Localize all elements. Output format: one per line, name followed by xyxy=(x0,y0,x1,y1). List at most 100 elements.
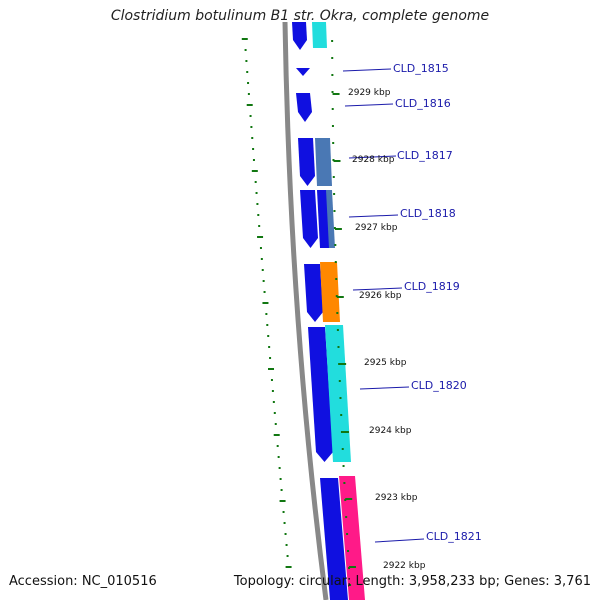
gc-dot xyxy=(285,566,292,568)
gene-small-arrow xyxy=(296,68,310,76)
tick-minor xyxy=(339,397,342,399)
tick-label-2927: 2927 kbp xyxy=(355,223,398,233)
gc-dot xyxy=(256,203,259,205)
tick-label-2929: 2929 kbp xyxy=(348,88,391,98)
tick-minor xyxy=(332,176,335,178)
gc-dot xyxy=(258,225,261,227)
tick-major xyxy=(336,296,344,298)
tick-major xyxy=(339,363,347,365)
tick-minor xyxy=(331,57,334,59)
gc-dot xyxy=(279,500,286,502)
gc-dot xyxy=(252,148,255,150)
tick-minor xyxy=(333,210,336,212)
gc-dot xyxy=(263,291,266,293)
gene-cyan-top xyxy=(312,22,327,48)
topology-text: Topology: circular; Length: 3,958,233 bp… xyxy=(233,574,591,589)
gc-dot xyxy=(262,280,265,282)
gc-dot xyxy=(245,60,248,62)
gc-dot xyxy=(262,302,269,304)
tick-minor xyxy=(336,312,339,314)
gc-dot xyxy=(247,93,250,95)
tick-major xyxy=(333,160,341,162)
gc-dot xyxy=(273,412,276,414)
tick-label-2922: 2922 kbp xyxy=(383,561,426,571)
gc-dot xyxy=(276,445,279,447)
gene-pink xyxy=(339,476,365,600)
tick-minor xyxy=(335,278,338,280)
tick-minor xyxy=(343,482,346,484)
gc-dot xyxy=(284,533,287,535)
tick-minor xyxy=(332,142,335,144)
gc-dot xyxy=(283,522,286,524)
gc-dot xyxy=(280,489,283,491)
gene-features xyxy=(292,22,365,600)
gc-dot xyxy=(266,324,269,326)
gc-dot xyxy=(267,335,270,337)
gene-cyan xyxy=(325,325,351,462)
gc-dot xyxy=(249,115,252,117)
tick-minor xyxy=(349,584,352,586)
gene-cld-1815-arrow xyxy=(292,22,307,50)
gene-label-cld-1815: CLD_1815 xyxy=(393,62,449,75)
gc-dot xyxy=(268,368,275,370)
tick-minor xyxy=(338,380,341,382)
gene-label-line xyxy=(342,68,392,72)
map-title: Clostridium botulinum B1 str. Okra, comp… xyxy=(110,8,490,24)
tick-minor xyxy=(347,550,350,552)
tick-minor xyxy=(336,329,339,331)
gc-dot xyxy=(244,49,247,51)
gc-dot xyxy=(259,247,262,249)
gene-cld-1819-arrow xyxy=(304,264,323,322)
tick-minor xyxy=(335,295,338,297)
gene-steelblue-strip xyxy=(326,190,335,248)
tick-minor xyxy=(345,516,348,518)
gc-dot xyxy=(257,236,264,238)
tick-major xyxy=(334,228,342,230)
gc-dot xyxy=(269,357,272,359)
genome-backbone xyxy=(282,21,329,600)
tick-major xyxy=(348,566,356,568)
tick-label-2926: 2926 kbp xyxy=(359,291,402,301)
gene-cld-1821 xyxy=(320,478,348,600)
gc-dot xyxy=(246,71,249,73)
gc-dot xyxy=(274,423,277,425)
gc-dot xyxy=(241,38,248,40)
tick-minor xyxy=(334,244,337,246)
gc-dot xyxy=(255,192,258,194)
tick-label-2923: 2923 kbp xyxy=(375,493,418,503)
tick-label-2925: 2925 kbp xyxy=(364,358,407,368)
tick-minor xyxy=(346,533,349,535)
gc-dot xyxy=(260,258,263,260)
gene-label-cld-1816: CLD_1816 xyxy=(395,97,451,110)
gc-dot xyxy=(251,170,258,172)
tick-minor xyxy=(340,414,343,416)
gene-label-line xyxy=(344,103,394,107)
gene-label-lines xyxy=(342,68,425,543)
gc-dot xyxy=(252,159,255,161)
labels: 2929 kbp 2928 kbp 2927 kbp 2926 kbp 2925… xyxy=(348,62,482,571)
gene-label-line xyxy=(374,538,425,543)
tick-minor xyxy=(333,227,336,229)
accession-text: Accession: NC_010516 xyxy=(9,574,157,589)
gc-dot xyxy=(272,401,275,403)
tick-minor xyxy=(331,108,334,110)
gc-dot xyxy=(278,467,281,469)
gene-label-cld-1820: CLD_1820 xyxy=(411,379,467,392)
gc-dot xyxy=(247,82,250,84)
gc-dot xyxy=(261,269,264,271)
tick-minor xyxy=(334,261,337,263)
gene-label-line xyxy=(348,214,399,218)
gc-dot xyxy=(271,390,274,392)
gc-dot xyxy=(286,555,289,557)
gene-label-cld-1817: CLD_1817 xyxy=(397,149,453,162)
gc-dot xyxy=(250,126,253,128)
tick-minor xyxy=(341,448,344,450)
tick-major xyxy=(345,498,353,500)
gene-label-line xyxy=(348,155,397,159)
gc-dot xyxy=(270,379,273,381)
gc-dot xyxy=(257,214,260,216)
tick-label-2924: 2924 kbp xyxy=(369,426,412,436)
tick-minor xyxy=(337,346,340,348)
gc-dot xyxy=(277,456,280,458)
